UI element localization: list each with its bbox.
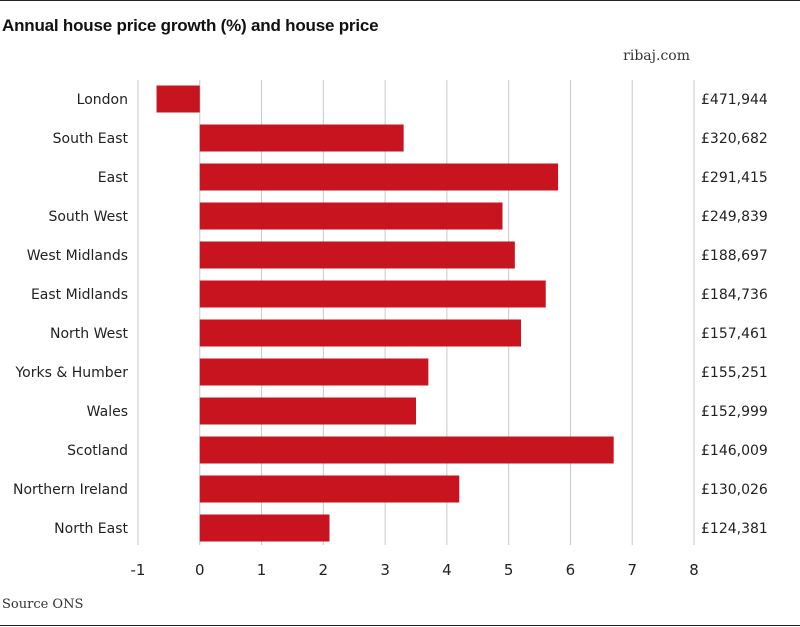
bar <box>199 124 404 152</box>
brand-label: ribaj.com <box>623 48 690 64</box>
price-label: £291,415 <box>701 170 768 186</box>
category-label: South West <box>48 209 128 225</box>
top-rule <box>0 0 800 1</box>
bar <box>199 202 503 230</box>
bar <box>199 514 330 542</box>
price-label: £130,026 <box>701 482 768 498</box>
category-label: East Midlands <box>31 287 128 303</box>
price-labels: £471,944 £320,682 £291,415 £249,839 £188,697… <box>701 92 768 537</box>
price-label: £146,009 <box>701 443 768 459</box>
chart-title: Annual house price growth (%) and house … <box>2 16 379 35</box>
x-tick-label: 8 <box>689 561 699 579</box>
category-label: London <box>77 92 128 108</box>
price-label: £152,999 <box>701 404 768 420</box>
price-label: £155,251 <box>701 365 768 381</box>
price-label: £157,461 <box>701 326 768 342</box>
bars <box>156 85 614 542</box>
bar <box>199 358 429 386</box>
source-note: Source ONS <box>2 597 84 612</box>
bar <box>199 280 546 308</box>
category-label: West Midlands <box>27 248 128 264</box>
category-label: Yorks & Humber <box>14 365 128 381</box>
x-tick-label: -1 <box>131 561 146 579</box>
x-tick-label: 0 <box>195 561 205 579</box>
bar <box>199 397 416 425</box>
category-label: North East <box>54 521 128 537</box>
category-label: Scotland <box>67 443 128 459</box>
bottom-rule <box>0 625 800 626</box>
category-label: East <box>98 170 129 186</box>
x-tick-label: 3 <box>380 561 390 579</box>
price-label: £184,736 <box>701 287 768 303</box>
bar <box>199 319 522 347</box>
category-label: Northern Ireland <box>13 482 128 498</box>
bar <box>199 163 559 191</box>
x-tick-label: 2 <box>319 561 329 579</box>
x-tick-label: 6 <box>566 561 576 579</box>
x-tick-label: 5 <box>504 561 514 579</box>
bar <box>199 241 515 269</box>
category-labels: London South East East South West West Midla… <box>13 92 129 537</box>
x-tick-label: 4 <box>442 561 452 579</box>
price-label: £471,944 <box>701 92 768 108</box>
category-label: North West <box>50 326 129 342</box>
price-label: £249,839 <box>701 209 768 225</box>
x-tick-label: 1 <box>257 561 267 579</box>
category-label: South East <box>53 131 129 147</box>
grid-lines <box>137 80 695 545</box>
x-tick-label: 7 <box>627 561 637 579</box>
price-label: £124,381 <box>701 521 768 537</box>
x-tick-labels: -1 0 1 2 3 4 5 6 7 8 <box>131 561 699 579</box>
bar <box>156 85 200 113</box>
bar <box>199 436 614 464</box>
bar <box>199 475 460 503</box>
price-label: £320,682 <box>701 131 768 147</box>
price-label: £188,697 <box>701 248 768 264</box>
category-label: Wales <box>87 404 128 420</box>
